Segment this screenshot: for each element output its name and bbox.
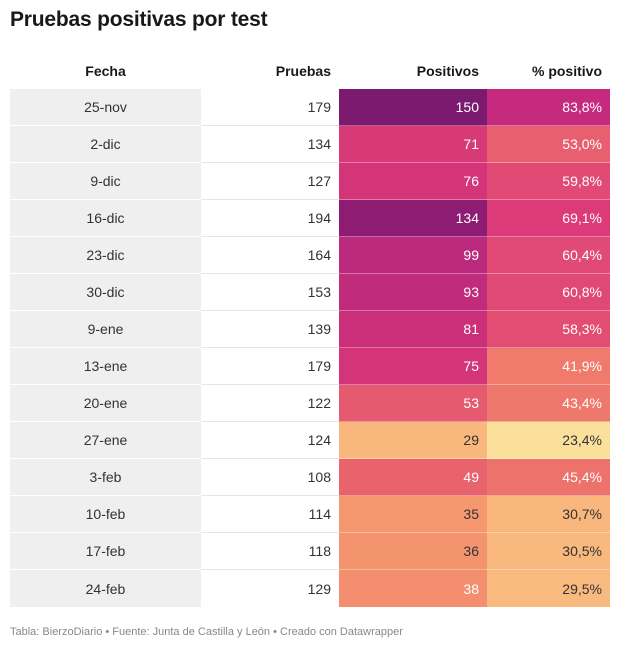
cell-fecha: 16-dic [10, 200, 201, 237]
cell-pct-positivo: 30,5% [487, 533, 610, 570]
cell-pruebas: 108 [201, 459, 339, 496]
source-footer: Tabla: BierzoDiario • Fuente: Junta de C… [10, 626, 403, 638]
cell-fecha: 9-ene [10, 311, 201, 348]
cell-positivos: 29 [339, 422, 487, 459]
table-row: 10-feb 114 35 30,7% [10, 496, 610, 533]
header-pct-positivo[interactable]: % positivo [531, 62, 602, 79]
cell-pruebas: 179 [201, 348, 339, 385]
table-row: 17-feb 118 36 30,5% [10, 533, 610, 570]
cell-pct-positivo: 41,9% [487, 348, 610, 385]
table-row: 30-dic 153 93 60,8% [10, 274, 610, 311]
cell-fecha: 3-feb [10, 459, 201, 496]
table-row: 2-dic 134 71 53,0% [10, 126, 610, 163]
cell-fecha: 9-dic [10, 163, 201, 200]
cell-pct-positivo: 23,4% [487, 422, 610, 459]
cell-positivos: 53 [339, 385, 487, 422]
cell-positivos: 36 [339, 533, 487, 570]
cell-fecha: 25-nov [10, 89, 201, 126]
cell-positivos: 71 [339, 126, 487, 163]
cell-positivos: 81 [339, 311, 487, 348]
cell-positivos: 134 [339, 200, 487, 237]
cell-pct-positivo: 60,4% [487, 237, 610, 274]
cell-pct-positivo: 59,8% [487, 163, 610, 200]
cell-fecha: 27-ene [10, 422, 201, 459]
table-row: 9-ene 139 81 58,3% [10, 311, 610, 348]
table-body: 25-nov 179 150 83,8% 2-dic 134 71 53,0% 9-dic 127… [10, 89, 610, 607]
cell-pruebas: 153 [201, 274, 339, 311]
header-pruebas[interactable]: Pruebas [275, 62, 331, 79]
cell-pruebas: 179 [201, 89, 339, 126]
cell-pct-positivo: 60,8% [487, 274, 610, 311]
cell-pruebas: 127 [201, 163, 339, 200]
cell-pruebas: 164 [201, 237, 339, 274]
table-row: 13-ene 179 75 41,9% [10, 348, 610, 385]
cell-fecha: 10-feb [10, 496, 201, 533]
cell-fecha: 20-ene [10, 385, 201, 422]
cell-positivos: 150 [339, 89, 487, 126]
table-row: 27-ene 124 29 23,4% [10, 422, 610, 459]
table-row: 20-ene 122 53 43,4% [10, 385, 610, 422]
cell-fecha: 2-dic [10, 126, 201, 163]
cell-pct-positivo: 45,4% [487, 459, 610, 496]
cell-fecha: 30-dic [10, 274, 201, 311]
table-row: 3-feb 108 49 45,4% [10, 459, 610, 496]
cell-positivos: 93 [339, 274, 487, 311]
data-table: Fecha Pruebas Positivos % positivo 25-no… [10, 52, 610, 607]
table-header: Fecha Pruebas Positivos % positivo [10, 52, 610, 89]
table-row: 9-dic 127 76 59,8% [10, 163, 610, 200]
cell-positivos: 75 [339, 348, 487, 385]
cell-pct-positivo: 29,5% [487, 570, 610, 607]
cell-fecha: 13-ene [10, 348, 201, 385]
header-positivos[interactable]: Positivos [416, 62, 479, 79]
cell-pruebas: 124 [201, 422, 339, 459]
cell-positivos: 49 [339, 459, 487, 496]
cell-pct-positivo: 58,3% [487, 311, 610, 348]
cell-pruebas: 134 [201, 126, 339, 163]
cell-fecha: 17-feb [10, 533, 201, 570]
cell-pruebas: 118 [201, 533, 339, 570]
table-row: 16-dic 194 134 69,1% [10, 200, 610, 237]
cell-pct-positivo: 69,1% [487, 200, 610, 237]
cell-positivos: 38 [339, 570, 487, 607]
cell-pct-positivo: 53,0% [487, 126, 610, 163]
cell-pct-positivo: 83,8% [487, 89, 610, 126]
cell-pruebas: 114 [201, 496, 339, 533]
table-row: 23-dic 164 99 60,4% [10, 237, 610, 274]
cell-pruebas: 122 [201, 385, 339, 422]
cell-fecha: 24-feb [10, 570, 201, 607]
header-fecha[interactable]: Fecha [85, 62, 126, 79]
cell-positivos: 99 [339, 237, 487, 274]
cell-pct-positivo: 43,4% [487, 385, 610, 422]
cell-pruebas: 129 [307, 580, 331, 597]
cell-pruebas: 139 [201, 311, 339, 348]
table-row: 24-feb 129 38 29,5% [10, 570, 610, 607]
cell-pct-positivo: 30,7% [487, 496, 610, 533]
cell-positivos: 35 [339, 496, 487, 533]
cell-positivos: 76 [339, 163, 487, 200]
table-row: 25-nov 179 150 83,8% [10, 89, 610, 126]
chart-title: Pruebas positivas por test [10, 8, 268, 31]
cell-pruebas: 194 [201, 200, 339, 237]
cell-fecha: 23-dic [10, 237, 201, 274]
